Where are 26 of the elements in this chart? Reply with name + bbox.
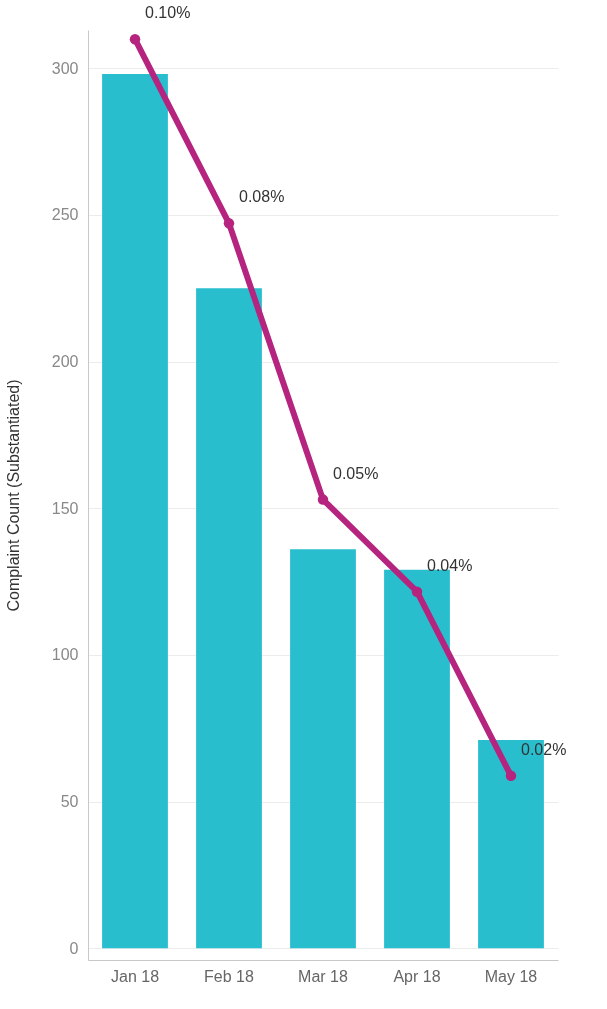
- data-label: 0.05%: [333, 464, 379, 482]
- bar: [102, 74, 168, 949]
- bar: [196, 288, 262, 949]
- x-tick-label: Mar 18: [298, 967, 348, 985]
- data-label: 0.08%: [239, 188, 285, 206]
- x-tick-label: Apr 18: [393, 967, 441, 985]
- y-axis-title: Complaint Count (Substantiated): [4, 379, 22, 612]
- data-label: 0.10%: [145, 4, 191, 22]
- y-tick-label: 100: [51, 646, 79, 664]
- y-tick-label: 0: [69, 939, 79, 957]
- x-tick-label: May 18: [484, 967, 538, 985]
- point: [223, 218, 235, 229]
- point: [505, 770, 517, 782]
- bar: [290, 549, 356, 949]
- y-tick-label: 150: [51, 499, 79, 517]
- point: [411, 586, 423, 597]
- y-tick-label: 200: [51, 353, 79, 371]
- x-tick-label: Jan 18: [110, 967, 160, 985]
- bar: [384, 569, 450, 949]
- y-tick-label: 50: [60, 793, 79, 811]
- data-label: 0.04%: [427, 556, 473, 574]
- point: [317, 494, 329, 505]
- y-tick-label: 300: [51, 59, 79, 77]
- point: [129, 33, 141, 45]
- x-tick-label: Feb 18: [204, 967, 255, 985]
- y-tick-label: 250: [51, 206, 79, 224]
